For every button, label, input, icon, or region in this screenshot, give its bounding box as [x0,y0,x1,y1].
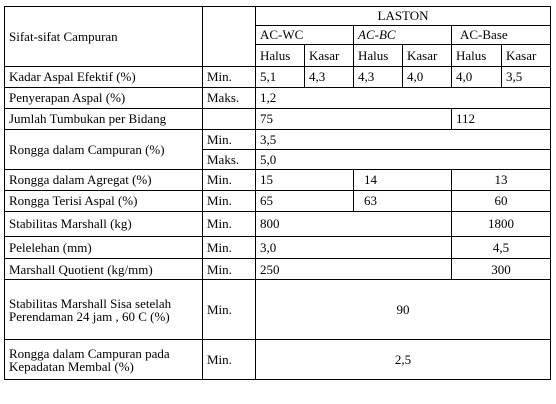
row-limit: Min. [202,279,256,341]
row-limit: Min. [202,236,256,260]
header-grade: Halus [353,43,403,67]
header-mix-ac-bc: AC-BC [353,24,452,45]
value-cell: 2,5 [254,339,552,380]
row-label: Pelelehan (mm) [4,236,203,260]
header-property: Sifat-sifat Campuran [4,6,203,67]
value-cell: 1,2 [254,86,552,109]
value-cell: 300 [450,258,552,281]
header-grade: Kasar [402,43,452,67]
row-marshall-quotient: Marshall Quotient (kg/mm) Min. 250 300 [4,258,552,281]
value-cell: 15 [255,168,354,191]
row-penyerapan-aspal: Penyerapan Aspal (%) Maks. 1,2 [4,86,552,109]
header-grade: Halus [255,43,305,67]
value-cell: 4,3 [304,65,354,88]
value-cell: 65 [255,189,354,212]
value-cell: 75 [255,107,452,130]
row-stabilitas-sisa: Stabilitas Marshall Sisa setelah Perenda… [4,279,552,341]
row-limit: Min. [202,258,256,281]
row-pelelehan: Pelelehan (mm) Min. 3,0 4,5 [4,236,552,260]
row-limit: Min. [202,210,256,238]
row-label: Stabilitas Marshall (kg) [4,210,203,238]
row-kadar-aspal: Kadar Aspal Efektif (%) Min. 5,1 4,3 4,3… [4,65,552,88]
header-laston: LASTON [254,6,552,26]
row-limit: Min. [202,189,256,212]
header-grade: Halus [451,43,502,67]
row-rongga-terisi: Rongga Terisi Aspal (%) Min. 65 63 60 [4,189,552,212]
row-label: Penyerapan Aspal (%) [4,86,203,109]
header-limit [202,6,256,67]
row-rongga-agregat: Rongga dalam Agregat (%) Min. 15 14 13 [4,168,552,191]
row-limit: Min. [202,339,256,380]
row-label: Marshall Quotient (kg/mm) [4,258,203,281]
value-cell: 14 [353,168,452,191]
header-grade: Kasar [500,43,552,67]
row-limit: Min. [202,168,256,191]
value-cell: 800 [255,210,452,238]
row-limit: Maks. [202,148,256,170]
header-mix-ac-wc: AC-WC [255,24,354,45]
value-cell: 4,0 [402,65,452,88]
row-label: Rongga dalam Campuran (%) [4,128,203,170]
row-limit: Min. [202,128,256,150]
value-cell: 3,5 [500,65,552,88]
value-cell: 5,1 [255,65,305,88]
row-label: Stabilitas Marshall Sisa setelah Perenda… [4,279,203,341]
value-cell: 3,0 [255,236,452,260]
row-label: Rongga dalam Agregat (%) [4,168,203,191]
value-cell: 3,5 [254,128,552,150]
value-cell: 250 [255,258,452,281]
header-row-group: Sifat-sifat Campuran LASTON [4,6,552,67]
header-row-grade: Halus Kasar Halus Kasar Halus Kasar [5,43,552,67]
row-limit [202,107,256,130]
row-label: Jumlah Tumbukan per Bidang [4,107,203,130]
row-label: Kadar Aspal Efektif (%) [4,65,203,88]
value-cell: 5,0 [254,148,552,170]
value-cell: 4,5 [450,236,552,260]
value-cell: 13 [450,168,552,191]
value-cell: 60 [450,189,552,212]
row-stabilitas-marshall: Stabilitas Marshall (kg) Min. 800 1800 [4,210,552,238]
row-limit: Min. [202,65,256,88]
value-cell: 4,0 [451,65,502,88]
specification-table: Sifat-sifat Campuran LASTON AC-WC AC-BC … [4,6,552,380]
header-mix-ac-base: AC-Base [450,24,552,45]
row-label: Rongga dalam Campuran pada Kepadatan Mem… [4,339,203,380]
value-cell: 112 [450,107,552,130]
value-cell: 63 [353,189,452,212]
row-label: Rongga Terisi Aspal (%) [4,189,203,212]
value-cell: 1800 [450,210,552,238]
row-jumlah-tumbukan: Jumlah Tumbukan per Bidang 75 112 [4,107,552,130]
row-rongga-membal: Rongga dalam Campuran pada Kepadatan Mem… [4,339,552,380]
row-rongga-campuran-min: Rongga dalam Campuran (%) Min. 3,5 [4,128,552,170]
value-cell: 90 [254,279,552,341]
header-grade: Kasar [304,43,354,67]
row-limit: Maks. [202,86,256,109]
value-cell: 4,3 [353,65,403,88]
